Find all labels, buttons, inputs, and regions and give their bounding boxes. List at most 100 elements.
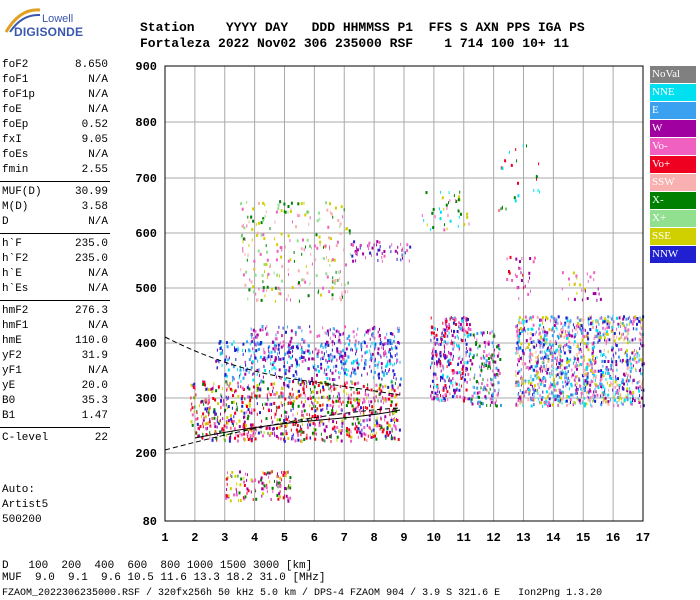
x-tick-label: 6 [311,531,318,545]
param-label: B0 [2,395,16,407]
param-row-hf2: h`F2 235.0 [0,252,110,267]
param-value: N/A [88,216,108,228]
param-row-mufd: MUF(D) 30.99 [0,185,110,200]
param-label: h`E [2,268,22,280]
x-tick-label: 7 [341,531,348,545]
param-value: N/A [88,365,108,377]
param-value: 9.05 [81,134,108,146]
x-tick-label: 13 [516,531,530,545]
logo-digisonde-text: DIGISONDE [14,25,84,39]
d-label: D [2,560,29,572]
autoscaling-info: Auto: Artist5 500200 [2,483,48,528]
x-tick-label: 9 [400,531,407,545]
param-value: 235.0 [74,253,108,265]
param-row-foep: foEp 0.52 [0,118,110,133]
x-tick-label: 14 [546,531,560,545]
param-row-b0: B0 35.3 [0,394,110,409]
x-tick-label: 1 [161,531,168,545]
profile-curves [164,336,401,451]
param-value: 22 [94,432,108,444]
param-label: foF1p [2,89,36,101]
profile-curve-lower [164,407,401,451]
legend-item-w: W [650,120,696,137]
param-label: C-level [2,432,49,444]
x-tick-label: 8 [371,531,378,545]
d-values: 100 200 400 600 800 1000 1500 3000 [km] [28,560,313,572]
param-value: 0.52 [81,119,108,131]
parameter-separator [0,181,110,182]
logo-arc-icon [4,8,41,33]
param-row-md: M(D) 3.58 [0,200,110,215]
param-value: N/A [88,74,108,86]
param-value: 3.58 [81,201,108,213]
param-label: h`F [2,238,22,250]
y-tick-label: 500 [135,282,157,296]
legend-item-nnw: NNW [650,246,696,263]
station-header: Station YYYY DAY DDD HHMMSS P1 FFS S AXN… [140,20,585,52]
param-value: N/A [88,149,108,161]
plot-grid [165,66,643,521]
param-label: yF2 [2,350,22,362]
param-value: N/A [88,320,108,332]
param-label: hmF2 [2,305,29,317]
param-label: fxI [2,134,22,146]
parameter-separator [0,300,110,301]
profile-curve-upper [164,336,401,396]
param-value: 31.9 [81,350,108,362]
param-label: hmF1 [2,320,29,332]
x-tick-label: 10 [427,531,441,545]
x-tick-label: 2 [191,531,198,545]
param-value: 2.55 [81,164,108,176]
param-label: MUF(D) [2,186,42,198]
param-row-hme: hmE 110.0 [0,334,110,349]
legend-item-sse: SSE [650,228,696,245]
param-row-yf2: yF2 31.9 [0,349,110,364]
legend-item-nne: NNE [650,84,696,101]
param-row-clevel: C-level 22 [0,431,110,446]
auto-version: 500200 [2,514,42,526]
param-value: N/A [88,104,108,116]
param-value: 1.47 [81,410,108,422]
param-value: 8.650 [74,59,108,71]
x-tick-label: 17 [636,531,650,545]
param-label: D [2,216,9,228]
param-label: yE [2,380,16,392]
param-row-fxi: fxI 9.05 [0,133,110,148]
y-axis-labels: 900 800 700 600 500 400 300 200 80 [135,60,157,529]
y-tick-label: 200 [135,447,157,461]
file-info-footer: FZAOM_2022306235000.RSF / 320fx256h 50 k… [2,588,603,599]
param-row-ye: yE 20.0 [0,379,110,394]
param-label: foF2 [2,59,29,71]
param-value: 35.3 [81,395,108,407]
param-label: foE [2,104,22,116]
param-row-fof1: foF1 N/A [0,73,110,88]
x-tick-label: 15 [576,531,590,545]
param-row-hmf1: hmF1 N/A [0,319,110,334]
legend-item-noval: NoVal [650,66,696,83]
param-label: yF1 [2,365,22,377]
param-row-he: h`E N/A [0,267,110,282]
header-labels: Station YYYY DAY DDD HHMMSS P1 FFS S AXN… [140,20,585,35]
x-tick-label: 3 [221,531,228,545]
legend-item-xminus: X- [650,192,696,209]
parameter-separator [0,233,110,234]
param-label: foEs [2,149,29,161]
y-tick-label: 900 [135,60,157,74]
param-row-fof1p: foF1p N/A [0,88,110,103]
muf-values: 9.0 9.1 9.6 10.5 11.6 13.3 18.2 31.0 [MH… [35,572,326,584]
polarization-legend: NoVal NNE E W Vo- Vo+ SSW X- X+ SSE NNW [650,66,696,264]
x-axis-labels: 1 2 3 4 5 6 7 8 9 10 11 12 13 14 15 16 17 [161,531,650,545]
param-row-fmin: fmin 2.55 [0,163,110,178]
param-label: h`Es [2,283,29,295]
distance-muf-table: D 100 200 400 600 800 1000 1500 3000 [km… [2,560,325,584]
param-value: 30.99 [74,186,108,198]
param-label: hmE [2,335,22,347]
logo-lowell-text: Lowell [42,13,74,25]
param-value: N/A [88,89,108,101]
param-label: B1 [2,410,16,422]
x-tick-label: 5 [281,531,288,545]
param-row-foe: foE N/A [0,103,110,118]
param-label: foEp [2,119,29,131]
param-label: M(D) [2,201,29,213]
